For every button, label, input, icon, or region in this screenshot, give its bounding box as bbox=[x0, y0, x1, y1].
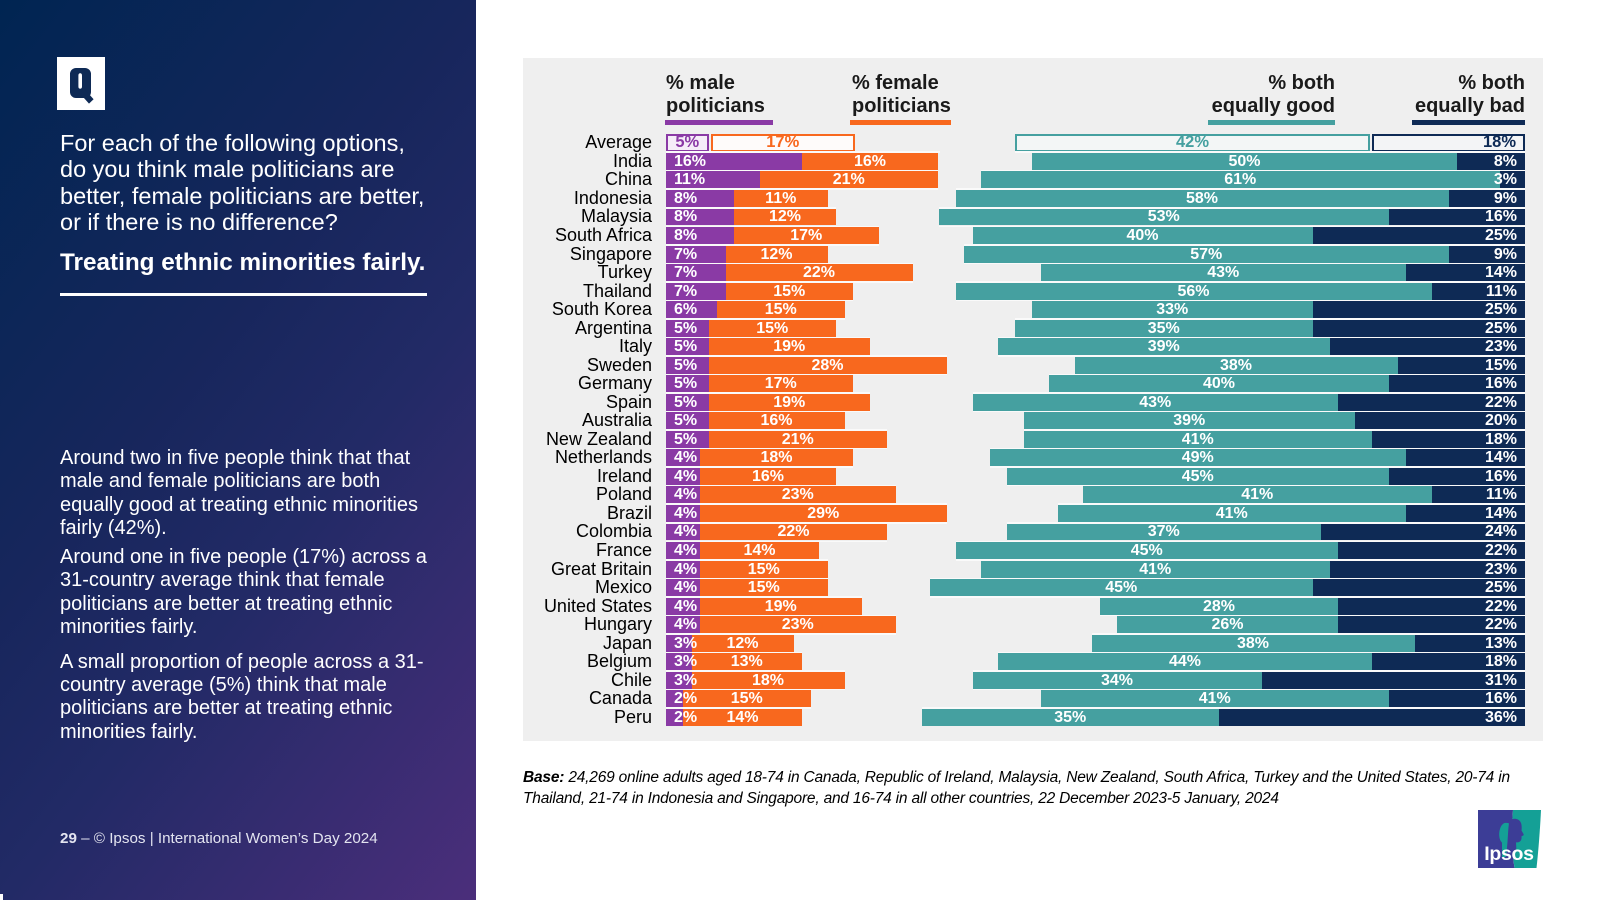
svg-text:Ipsos: Ipsos bbox=[1484, 843, 1534, 865]
